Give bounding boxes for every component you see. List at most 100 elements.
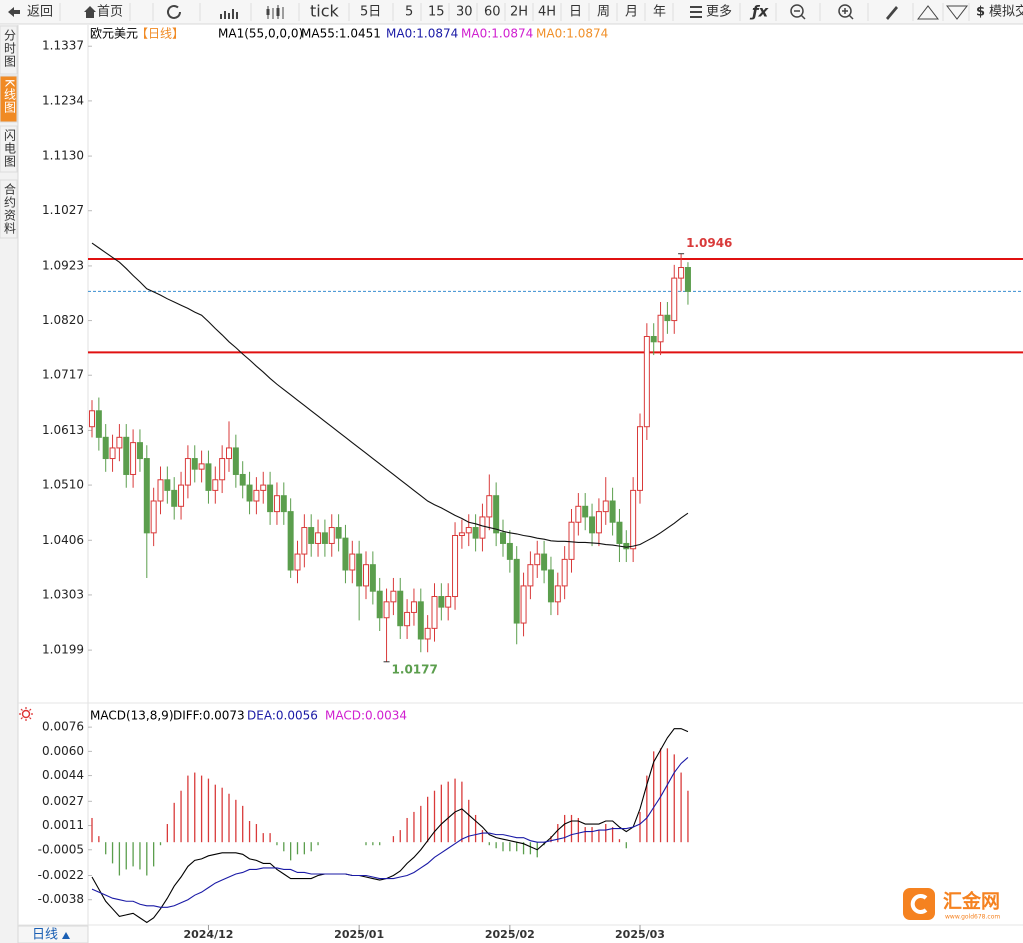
candle-body (335, 527, 342, 539)
legend-item: 欧元美元 (90, 27, 138, 41)
candle-body (287, 511, 294, 571)
period-button-label[interactable]: 日线 (32, 928, 58, 943)
candle-body (178, 484, 185, 507)
y-tick-label: 1.1337 (42, 39, 84, 53)
indicator-icon-ring (21, 709, 31, 719)
candle-body (465, 527, 472, 534)
candle-body (191, 458, 198, 470)
candle-body (219, 458, 226, 481)
x-tick-label: 2025/02 (485, 928, 535, 941)
y-tick-label: 1.0613 (42, 423, 84, 437)
candle-body (513, 558, 520, 624)
more-icon[interactable] (690, 6, 702, 18)
legend-item: MA0:1.0874 (536, 27, 608, 41)
toolbar-button[interactable]: 首页 (97, 5, 123, 20)
refresh-icon[interactable] (167, 4, 181, 19)
candle-body (246, 484, 253, 502)
toolbar-button[interactable]: 2H (510, 5, 528, 20)
candle-body (445, 596, 452, 608)
home-icon[interactable] (84, 6, 96, 18)
toolbar-button[interactable]: 30 (456, 5, 473, 20)
toolbar-button[interactable]: 60 (484, 5, 501, 20)
toolbar-button[interactable]: 5 (405, 5, 413, 20)
toolbar (0, 0, 1023, 24)
period-button[interactable] (17, 925, 89, 943)
zoom-out-icon-mark (794, 10, 806, 20)
toolbar-button[interactable]: 模拟交 (989, 4, 1023, 20)
candle-body (226, 447, 232, 460)
zoom-out-icon[interactable] (790, 4, 804, 18)
side-tab-label[interactable]: K线图 (3, 79, 17, 114)
zoom-in-icon[interactable] (838, 4, 852, 18)
candle-body (301, 527, 308, 555)
side-tab-label[interactable]: 闪电图 (3, 129, 17, 168)
candle-body (527, 564, 534, 587)
y-tick-label: -0.0022 (38, 868, 84, 882)
pen-icon[interactable] (886, 6, 898, 20)
side-tab[interactable] (0, 75, 18, 123)
candle-body (458, 532, 465, 536)
candle-body (321, 532, 328, 544)
plot-area: 欧元美元【日线】 MA1(55,0,0,0)MA55:1.0451 MA0:1.08… (38, 27, 1023, 941)
y-tick-label: 1.0199 (42, 643, 84, 657)
y-tick-label: 1.0303 (42, 587, 84, 601)
legend-item: MA0:1.0874 (386, 27, 458, 41)
candle-body (184, 458, 191, 486)
candle-body (383, 601, 390, 619)
y-tick-label: 1.0717 (42, 368, 84, 382)
candle-body (150, 500, 157, 534)
candle-body (623, 542, 630, 550)
candle-body (671, 277, 678, 322)
fx-icon[interactable]: ƒx (749, 3, 770, 21)
toolbar-button[interactable]: 年 (653, 5, 666, 20)
candle-body (506, 542, 513, 560)
candle-body (582, 505, 589, 518)
toolbar-button[interactable]: 5日 (360, 5, 381, 20)
y-tick-label: 0.0060 (42, 744, 84, 758)
side-tab-label[interactable]: 合约资料 (3, 182, 17, 235)
watermark-logo (903, 888, 935, 920)
indicator-icon[interactable] (19, 707, 33, 721)
side-tab-label[interactable]: 分时图 (3, 29, 17, 68)
toolbar-button[interactable]: 返回 (27, 5, 53, 20)
legend-item: DEA:0.0056 (247, 709, 318, 723)
toolbar-button[interactable]: 月 (625, 5, 638, 20)
legend-item: MA1(55,0,0,0) (218, 27, 303, 41)
chart-icon[interactable] (220, 9, 238, 19)
y-tick-label: 1.1234 (42, 93, 84, 107)
candle-body (616, 521, 623, 544)
toolbar-button[interactable]: 日 (569, 5, 582, 20)
up-triangle-icon[interactable] (916, 5, 940, 20)
toolbar-button[interactable]: tick (310, 2, 340, 21)
candle-body (678, 267, 685, 279)
y-tick-label: 0.0011 (42, 818, 84, 832)
dollar-icon[interactable]: $ (976, 5, 985, 20)
candle-body (568, 521, 575, 560)
watermark-logo-mark (910, 894, 928, 914)
toolbar-button[interactable]: 更多 (706, 4, 732, 20)
back-icon[interactable] (8, 7, 20, 17)
candle-body (232, 447, 239, 475)
side-tab[interactable] (0, 25, 18, 75)
y-tick-label: -0.0038 (38, 892, 84, 906)
candle-body (116, 436, 123, 449)
toolbar-button[interactable]: 15 (428, 5, 445, 20)
watermark-name: 汇金网 (943, 890, 1000, 913)
candle-body (205, 463, 212, 491)
candle-body (609, 500, 616, 523)
candle-body (376, 590, 383, 619)
legend-item: MACD(13,8,9) (90, 709, 174, 723)
side-tab[interactable] (0, 179, 18, 239)
down-triangle-icon[interactable] (945, 5, 969, 20)
candle-body (390, 590, 397, 603)
legend-item: MA55:1.0451 (301, 27, 381, 41)
y-tick-label: 1.1130 (42, 149, 84, 163)
candle-body (534, 553, 541, 566)
candle-body (342, 537, 349, 571)
candle-body (554, 585, 561, 603)
x-tick-label: 2025/03 (615, 928, 665, 941)
toolbar-button[interactable]: 4H (538, 5, 556, 20)
side-tab[interactable] (0, 125, 18, 173)
toolbar-button[interactable]: 周 (597, 5, 610, 20)
